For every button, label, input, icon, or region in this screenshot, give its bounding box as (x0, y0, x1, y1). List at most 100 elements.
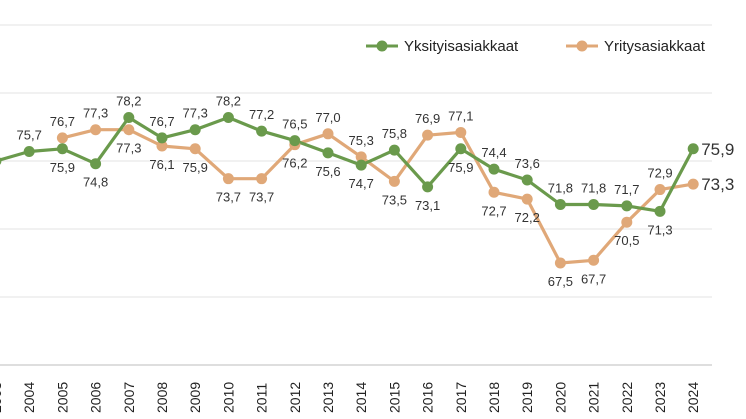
x-tick-label: 2024 (685, 382, 701, 413)
data-point-0 (322, 147, 334, 159)
x-tick-label: 2022 (619, 382, 635, 413)
data-label: 77,3 (116, 141, 141, 156)
data-label: 75,3 (349, 133, 374, 148)
x-tick-label: 2006 (88, 382, 104, 413)
data-label: 75,6 (315, 164, 340, 179)
data-labels: 775,775,974,878,276,777,378,277,276,575,… (17, 93, 735, 289)
data-point-0 (23, 145, 35, 157)
data-point-1 (388, 175, 400, 187)
x-tick-label: 2005 (54, 382, 70, 413)
data-label: 77,1 (448, 108, 473, 123)
x-tick-label: 2020 (552, 382, 568, 413)
x-tick-label: 2017 (453, 382, 469, 413)
data-point-0 (222, 111, 234, 123)
legend: Yksityisasiakkaat Yritysasiakkaat (366, 38, 706, 55)
data-point-0 (687, 143, 699, 155)
data-point-1 (488, 186, 500, 198)
data-label: 76,7 (149, 114, 174, 129)
legend-item-yritysasiakkaat: Yritysasiakkaat (566, 38, 706, 55)
data-point-1 (355, 151, 367, 163)
data-label: 76,5 (282, 117, 307, 132)
data-label: 75,9 (448, 160, 473, 175)
data-label: 78,2 (116, 93, 141, 108)
series-line-0 (0, 115, 695, 213)
x-tick-label: 2023 (652, 382, 668, 413)
data-point-0 (422, 181, 434, 193)
data-point-1 (123, 124, 135, 136)
data-point-0 (654, 205, 666, 217)
data-label: 71,3 (647, 222, 672, 237)
data-label: 72,7 (481, 203, 506, 218)
data-label: 77,3 (183, 106, 208, 121)
x-tick-label: 2007 (121, 382, 137, 413)
data-label: 73,7 (216, 190, 241, 205)
data-point-1 (56, 132, 68, 144)
data-label: 67,7 (581, 271, 606, 286)
x-tick-label: 2012 (287, 382, 303, 413)
data-point-0 (488, 163, 500, 175)
data-label: 73,6 (515, 156, 540, 171)
x-tick-label: 2018 (486, 382, 502, 413)
x-tick-label: 2013 (320, 382, 336, 413)
data-point-0 (289, 135, 301, 147)
data-label: 77,2 (249, 107, 274, 122)
series-points (0, 111, 699, 269)
data-label: 75,7 (17, 127, 42, 142)
data-point-1 (687, 178, 699, 190)
x-tick-label: 2009 (187, 382, 203, 413)
data-label: 73,1 (415, 198, 440, 213)
data-point-1 (521, 193, 533, 205)
series-lines (0, 115, 695, 265)
data-label: 73,7 (249, 190, 274, 205)
series-line-1 (62, 128, 694, 265)
data-point-0 (588, 199, 600, 211)
data-label: 73,3 (701, 175, 734, 194)
data-label: 72,9 (647, 166, 672, 181)
x-tick-label: 2016 (420, 382, 436, 413)
data-label: 71,8 (581, 181, 606, 196)
data-point-0 (355, 159, 367, 171)
data-point-1 (422, 129, 434, 141)
data-label: 76,7 (50, 114, 75, 129)
data-point-0 (455, 143, 467, 155)
data-label: 77,3 (83, 106, 108, 121)
data-point-0 (189, 124, 201, 136)
data-point-0 (388, 144, 400, 156)
data-label: 78,2 (216, 93, 241, 108)
x-tick-label: 2021 (586, 382, 602, 413)
data-label: 76,2 (282, 156, 307, 171)
data-point-0 (521, 174, 533, 186)
data-point-1 (222, 173, 234, 185)
data-label: 75,8 (382, 126, 407, 141)
data-label: 67,5 (548, 274, 573, 289)
legend-label-yksityisasiakkaat: Yksityisasiakkaat (404, 38, 519, 55)
legend-label-yritysasiakkaat: Yritysasiakkaat (604, 38, 706, 55)
x-tick-label: 2008 (154, 382, 170, 413)
data-point-0 (90, 158, 102, 170)
data-label: 77,0 (315, 110, 340, 125)
data-point-1 (554, 257, 566, 269)
x-tick-label: 2019 (519, 382, 535, 413)
data-point-1 (322, 128, 334, 140)
data-label: 74,7 (349, 176, 374, 191)
data-label: 75,9 (50, 160, 75, 175)
data-point-1 (588, 254, 600, 266)
x-tick-label: 2014 (353, 382, 369, 413)
x-axis-ticks: 2003 2004 2005 2006 2007 2008 2009 2010 2011 2012… (0, 382, 701, 413)
data-point-1 (90, 124, 102, 136)
data-point-0 (56, 143, 68, 155)
data-label: 75,9 (183, 160, 208, 175)
data-label: 74,8 (83, 175, 108, 190)
data-point-1 (156, 140, 168, 152)
data-point-1 (654, 184, 666, 196)
x-tick-label: 2010 (220, 382, 236, 413)
data-label: 74,4 (481, 145, 506, 160)
x-tick-label: 2003 (0, 382, 4, 413)
data-label: 76,1 (149, 157, 174, 172)
legend-item-yksityisasiakkaat: Yksityisasiakkaat (366, 38, 519, 55)
x-tick-label: 2004 (21, 382, 37, 413)
data-point-1 (455, 126, 467, 138)
data-label: 71,7 (614, 182, 639, 197)
gridlines (0, 24, 712, 366)
